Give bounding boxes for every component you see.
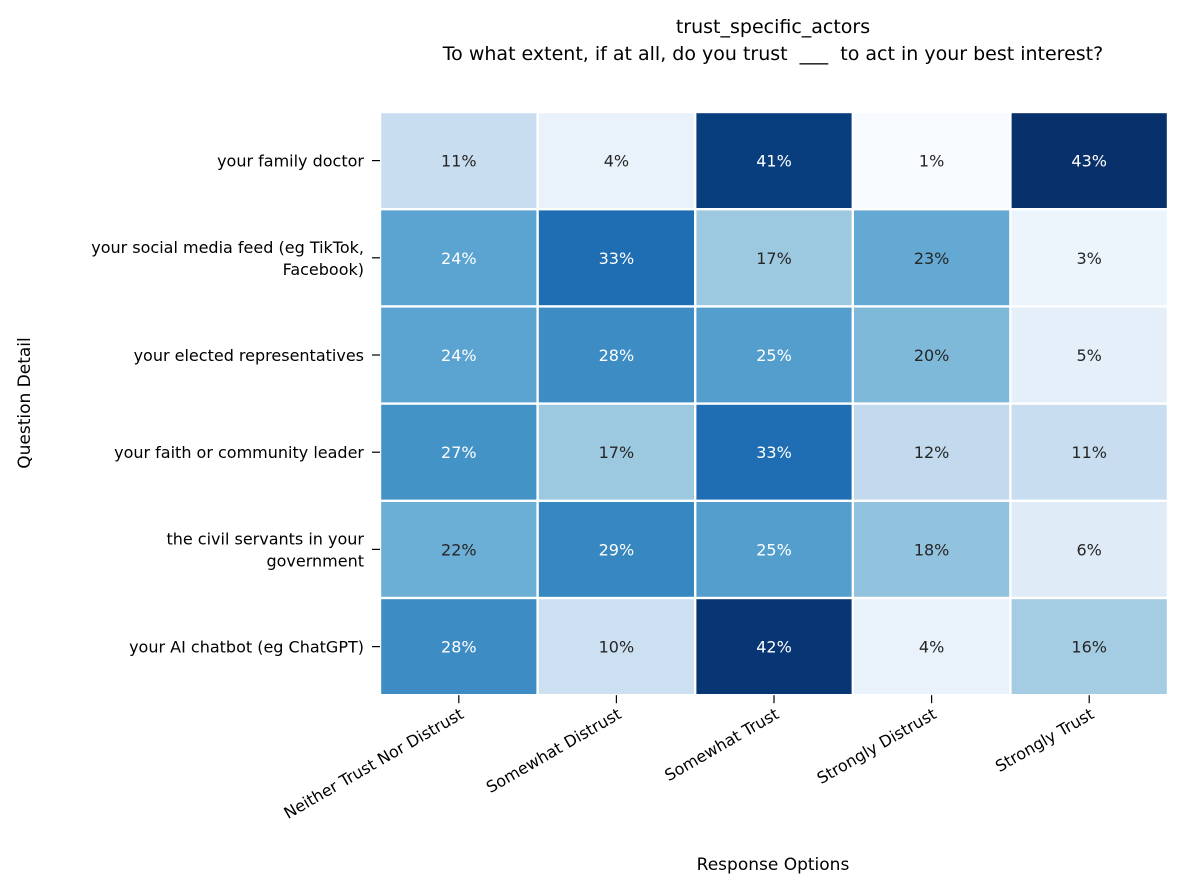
cell-value-label: 33% <box>599 249 635 268</box>
cell-value-label: 17% <box>756 249 792 268</box>
heatmap-cell <box>1011 599 1167 694</box>
heatmap-cell <box>1011 502 1167 597</box>
cell-value-label: 17% <box>599 443 635 462</box>
x-tick-label: Strongly Distrust <box>814 704 940 788</box>
heatmap-cell <box>696 599 852 694</box>
heatmap-cell <box>854 599 1010 694</box>
cell-value-label: 16% <box>1071 638 1107 657</box>
heatmap-cell <box>854 307 1010 403</box>
heatmap-cell <box>381 210 537 306</box>
y-axis-label: Question Detail <box>15 337 35 469</box>
heatmap-cell <box>538 113 694 208</box>
y-tick-label-line: your faith or community leader <box>114 443 364 462</box>
cell-value-label: 12% <box>914 443 950 462</box>
cell-value-label: 5% <box>1077 346 1102 365</box>
cell-value-label: 41% <box>756 152 792 171</box>
chart-subtitle: To what extent, if at all, do you trust … <box>442 43 1103 65</box>
heatmap-cell-labels: 11% 4% 41% 1% 43% 24% 33% 17% 23% 3% 24% 28% 25% 20% 5… <box>441 152 1107 657</box>
y-tick-label-line: the civil servants in your <box>166 529 364 548</box>
cell-value-label: 22% <box>441 540 477 559</box>
cell-value-label: 24% <box>441 249 477 268</box>
cell-value-label: 11% <box>1071 443 1107 462</box>
heatmap-cell <box>381 113 537 208</box>
heatmap-cell <box>696 404 852 500</box>
heatmap-cell <box>696 307 852 403</box>
cell-value-label: 11% <box>441 152 477 171</box>
cell-value-label: 10% <box>599 638 635 657</box>
y-tick-label-line: your family doctor <box>217 152 364 171</box>
y-tick-label: your faith or community leader <box>114 443 364 462</box>
y-tick-label: your social media feed (eg TikTok, Facebo… <box>91 238 364 279</box>
y-tick-label-line: your AI chatbot (eg ChatGPT) <box>129 638 364 657</box>
heatmap-cell <box>696 113 852 208</box>
x-tick-label: Somewhat Distrust <box>483 704 625 797</box>
x-axis: Neither Trust Nor Distrust Somewhat Distr… <box>281 695 1097 823</box>
heatmap-cell <box>538 404 694 500</box>
cell-value-label: 25% <box>756 540 792 559</box>
heatmap-cell <box>1011 210 1167 306</box>
heatmap-cell <box>1011 113 1167 208</box>
cell-value-label: 20% <box>914 346 950 365</box>
y-tick-label-line: government <box>266 551 364 570</box>
heatmap-cell <box>538 210 694 306</box>
x-tick-label: Strongly Trust <box>992 704 1097 776</box>
heatmap-cell <box>381 404 537 500</box>
cell-value-label: 3% <box>1077 249 1102 268</box>
y-tick-label-line: your social media feed (eg TikTok, <box>91 238 364 257</box>
cell-value-label: 25% <box>756 346 792 365</box>
heatmap-cell <box>538 502 694 597</box>
heatmap-cell <box>854 502 1010 597</box>
heatmap-cell <box>696 210 852 306</box>
y-tick-label: your AI chatbot (eg ChatGPT) <box>129 638 364 657</box>
y-tick-label: the civil servants in your government <box>166 529 364 570</box>
cell-value-label: 33% <box>756 443 792 462</box>
cell-value-label: 29% <box>599 540 635 559</box>
y-tick-label: your elected representatives <box>134 346 364 365</box>
cell-value-label: 42% <box>756 638 792 657</box>
heatmap-cell <box>538 307 694 403</box>
cell-value-label: 43% <box>1071 152 1107 171</box>
heatmap-cell <box>1011 404 1167 500</box>
cell-value-label: 18% <box>914 540 950 559</box>
heatmap-cell <box>381 502 537 597</box>
heatmap-cell <box>696 502 852 597</box>
y-tick-label-line: Facebook) <box>283 260 364 279</box>
cell-value-label: 24% <box>441 346 477 365</box>
y-tick-label-line: your elected representatives <box>134 346 364 365</box>
chart-title: trust_specific_actors <box>676 16 870 38</box>
cell-value-label: 4% <box>604 152 629 171</box>
cell-value-label: 23% <box>914 249 950 268</box>
heatmap-cell <box>854 404 1010 500</box>
heatmap-cell <box>381 599 537 694</box>
heatmap-cells <box>381 113 1167 694</box>
heatmap-cell <box>538 599 694 694</box>
y-axis: your family doctor your social media feed… <box>91 152 380 657</box>
cell-value-label: 1% <box>919 152 944 171</box>
y-tick-label: your family doctor <box>217 152 364 171</box>
cell-value-label: 4% <box>919 638 944 657</box>
cell-value-label: 28% <box>441 638 477 657</box>
x-axis-label: Response Options <box>697 855 850 875</box>
heatmap-cell <box>854 210 1010 306</box>
cell-value-label: 28% <box>599 346 635 365</box>
heatmap-cell <box>854 113 1010 208</box>
cell-value-label: 6% <box>1077 540 1102 559</box>
cell-value-label: 27% <box>441 443 477 462</box>
heatmap-cell <box>1011 307 1167 403</box>
x-tick-label: Somewhat Trust <box>661 704 782 785</box>
heatmap-cell <box>381 307 537 403</box>
x-tick-label: Neither Trust Nor Distrust <box>281 704 467 823</box>
